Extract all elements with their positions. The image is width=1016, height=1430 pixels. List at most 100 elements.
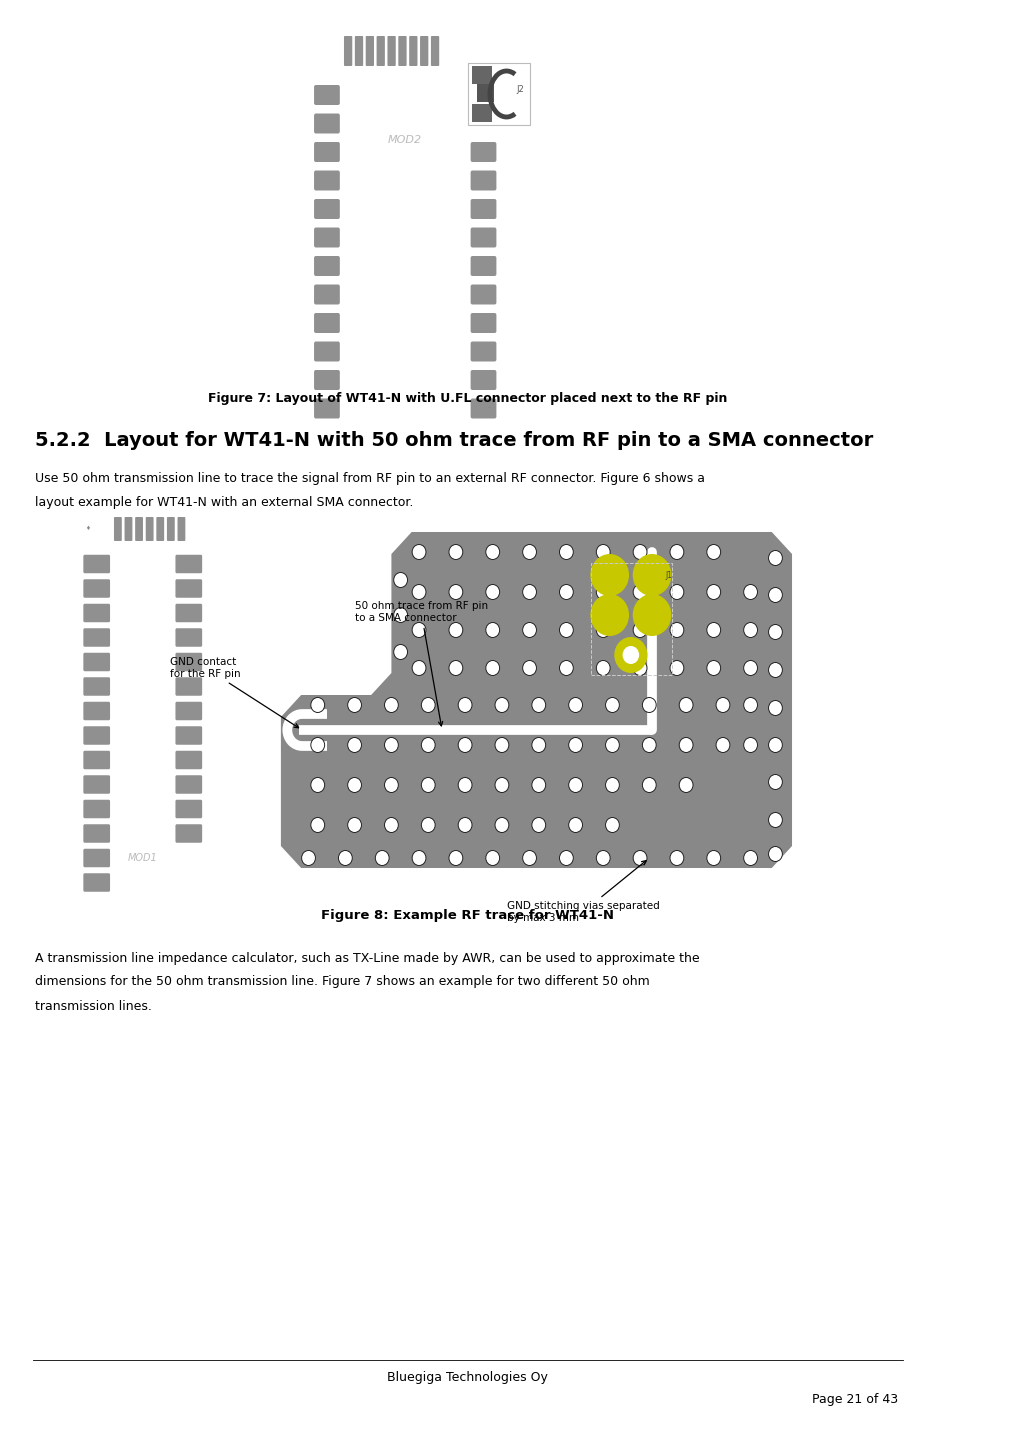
Circle shape [486, 585, 500, 599]
FancyBboxPatch shape [409, 36, 418, 66]
Text: Figure 8: Example RF trace for WT41-N: Figure 8: Example RF trace for WT41-N [321, 908, 615, 921]
Circle shape [707, 622, 720, 638]
Circle shape [596, 622, 611, 638]
Circle shape [522, 622, 536, 638]
Circle shape [311, 818, 325, 832]
Circle shape [633, 545, 647, 559]
Circle shape [449, 851, 462, 865]
FancyBboxPatch shape [83, 579, 110, 598]
Circle shape [670, 622, 684, 638]
Circle shape [623, 646, 639, 664]
Circle shape [744, 698, 758, 712]
Circle shape [394, 608, 407, 622]
FancyBboxPatch shape [314, 199, 339, 219]
Circle shape [633, 585, 647, 599]
Circle shape [606, 778, 620, 792]
Circle shape [412, 585, 426, 599]
Text: .: . [487, 400, 490, 409]
Circle shape [449, 545, 462, 559]
FancyBboxPatch shape [470, 313, 497, 333]
Text: layout example for WT41-N with an external SMA connector.: layout example for WT41-N with an extern… [35, 496, 414, 509]
Circle shape [384, 818, 398, 832]
Circle shape [522, 851, 536, 865]
Circle shape [744, 585, 758, 599]
FancyBboxPatch shape [176, 824, 202, 842]
Circle shape [680, 698, 693, 712]
Circle shape [531, 818, 546, 832]
FancyBboxPatch shape [314, 142, 339, 162]
FancyBboxPatch shape [314, 256, 339, 276]
Circle shape [384, 698, 398, 712]
FancyBboxPatch shape [83, 775, 110, 794]
Circle shape [531, 738, 546, 752]
Circle shape [412, 622, 426, 638]
FancyBboxPatch shape [156, 518, 165, 541]
FancyBboxPatch shape [314, 342, 339, 362]
Circle shape [375, 851, 389, 865]
Circle shape [458, 698, 472, 712]
FancyBboxPatch shape [470, 399, 497, 419]
Circle shape [633, 553, 672, 596]
Circle shape [422, 778, 435, 792]
FancyBboxPatch shape [470, 370, 497, 390]
FancyBboxPatch shape [83, 751, 110, 769]
Text: Bluegiga Technologies Oy: Bluegiga Technologies Oy [387, 1371, 549, 1384]
Circle shape [569, 738, 582, 752]
FancyBboxPatch shape [398, 36, 406, 66]
FancyBboxPatch shape [83, 678, 110, 696]
Circle shape [768, 625, 782, 639]
Text: transmission lines.: transmission lines. [35, 1000, 151, 1012]
FancyBboxPatch shape [470, 342, 497, 362]
Circle shape [768, 775, 782, 789]
Circle shape [606, 738, 620, 752]
Circle shape [768, 847, 782, 861]
Circle shape [412, 851, 426, 865]
Circle shape [642, 738, 656, 752]
Circle shape [707, 661, 720, 675]
FancyBboxPatch shape [167, 518, 175, 541]
FancyBboxPatch shape [176, 579, 202, 598]
FancyBboxPatch shape [83, 874, 110, 892]
Text: 50 ohm trace from RF pin
to a SMA connector: 50 ohm trace from RF pin to a SMA connec… [355, 601, 488, 726]
Circle shape [384, 738, 398, 752]
Circle shape [596, 585, 611, 599]
Circle shape [531, 698, 546, 712]
FancyBboxPatch shape [431, 36, 439, 66]
Circle shape [707, 545, 720, 559]
Circle shape [422, 738, 435, 752]
Bar [591, 563, 673, 675]
FancyBboxPatch shape [83, 702, 110, 721]
Text: Figure 7: Layout of WT41-N with U.FL connector placed next to the RF pin: Figure 7: Layout of WT41-N with U.FL con… [208, 392, 727, 405]
Circle shape [615, 636, 647, 674]
FancyBboxPatch shape [314, 399, 339, 419]
Circle shape [560, 661, 573, 675]
Circle shape [311, 778, 325, 792]
Circle shape [458, 778, 472, 792]
FancyBboxPatch shape [355, 36, 363, 66]
Circle shape [680, 778, 693, 792]
FancyBboxPatch shape [470, 256, 497, 276]
Text: dimensions for the 50 ohm transmission line. Figure 7 shows an example for two d: dimensions for the 50 ohm transmission l… [35, 975, 650, 988]
FancyBboxPatch shape [366, 36, 374, 66]
Circle shape [707, 851, 720, 865]
FancyBboxPatch shape [420, 36, 429, 66]
FancyBboxPatch shape [470, 142, 497, 162]
FancyBboxPatch shape [387, 36, 396, 66]
Circle shape [338, 851, 353, 865]
FancyBboxPatch shape [377, 36, 385, 66]
Text: Use 50 ohm transmission line to trace the signal from RF pin to an external RF c: Use 50 ohm transmission line to trace th… [35, 472, 705, 485]
Circle shape [412, 661, 426, 675]
FancyBboxPatch shape [176, 555, 202, 573]
Circle shape [422, 698, 435, 712]
Circle shape [596, 545, 611, 559]
Circle shape [311, 738, 325, 752]
FancyBboxPatch shape [470, 170, 497, 190]
Circle shape [633, 622, 647, 638]
Circle shape [522, 585, 536, 599]
Circle shape [716, 698, 729, 712]
FancyBboxPatch shape [470, 285, 497, 305]
Circle shape [522, 545, 536, 559]
Text: MOD2: MOD2 [388, 134, 423, 144]
Circle shape [486, 851, 500, 865]
FancyBboxPatch shape [176, 628, 202, 646]
